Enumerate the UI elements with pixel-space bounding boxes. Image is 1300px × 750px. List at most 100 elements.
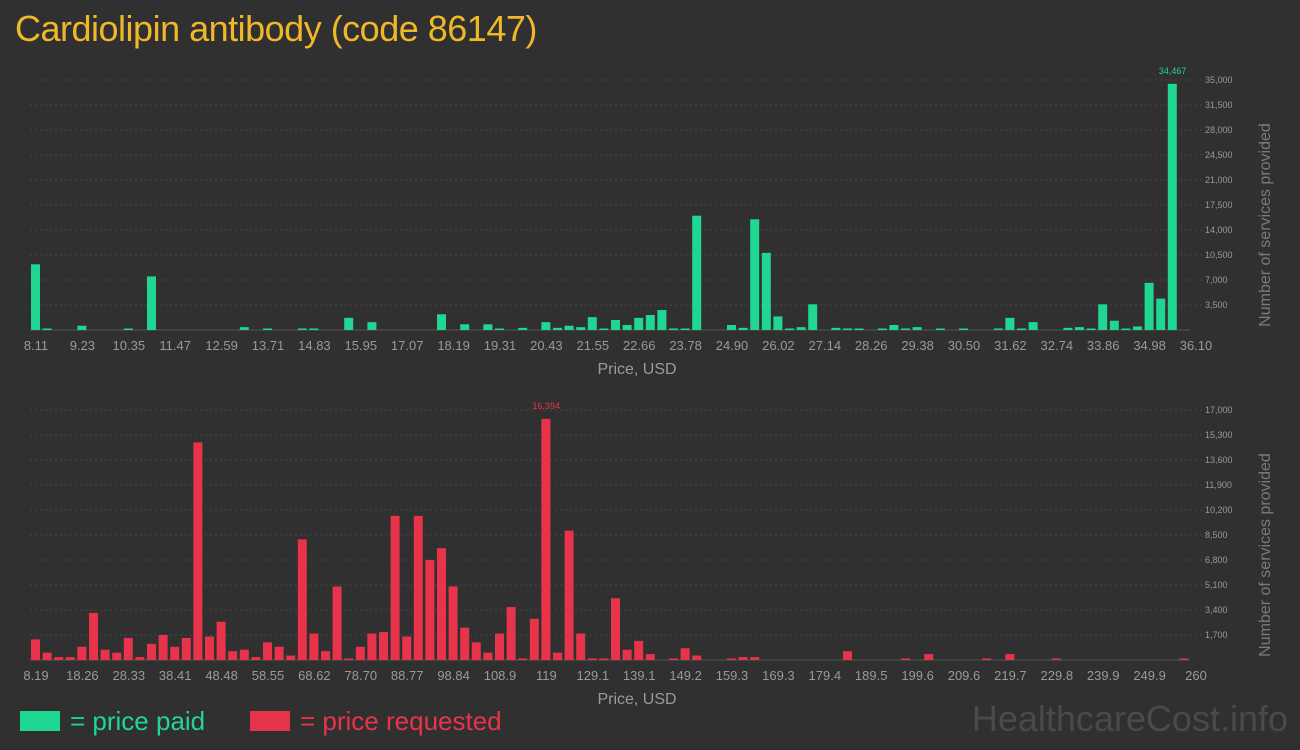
bar: [877, 328, 887, 330]
x-tick-label: 11.47: [159, 338, 191, 353]
x-tick-label: 15.95: [345, 338, 378, 353]
bar: [31, 639, 40, 660]
bar: [634, 640, 644, 660]
x-tick-label: 27.14: [809, 338, 842, 353]
bar: [89, 612, 98, 660]
bar: [181, 637, 191, 660]
bar: [355, 646, 365, 660]
bar: [437, 314, 446, 330]
bar: [843, 651, 852, 660]
y-tick-label: 31,500: [1205, 100, 1233, 110]
legend-requested-swatch: [250, 711, 290, 731]
x-tick-label: 199.6: [901, 668, 934, 683]
legend-paid-label: = price paid: [70, 705, 206, 736]
watermark: HealthcareCost.info: [971, 698, 1288, 739]
bar: [935, 328, 945, 330]
bar: [1028, 322, 1038, 330]
bar: [170, 646, 180, 660]
bar: [553, 327, 562, 330]
bar: [727, 325, 736, 330]
bar: [251, 657, 261, 660]
bar: [692, 215, 702, 330]
bar: [123, 637, 133, 660]
y-tick-label: 17,500: [1205, 200, 1233, 210]
x-tick-label: 68.62: [298, 668, 331, 683]
x-tick-label: 38.41: [159, 668, 192, 683]
bar: [669, 658, 678, 660]
bar: [483, 652, 493, 660]
x-tick-label: 88.77: [391, 668, 424, 683]
x-tick-label: 19.31: [484, 338, 517, 353]
x-tick-label: 78.70: [345, 668, 378, 683]
bar: [680, 648, 690, 660]
bar: [889, 325, 899, 330]
bar: [1109, 320, 1119, 330]
bar: [77, 325, 87, 330]
y-axis-title: Number of services provided: [1257, 453, 1274, 657]
bar: [1005, 654, 1015, 660]
bar: [112, 652, 122, 660]
bar: [460, 627, 470, 660]
bar: [390, 515, 400, 660]
bar: [773, 316, 783, 330]
x-tick-label: 219.7: [994, 668, 1027, 683]
bar: [982, 658, 992, 660]
bar: [761, 252, 771, 330]
bar: [924, 654, 934, 660]
bar: [100, 649, 110, 660]
x-tick-label: 10.35: [113, 338, 146, 353]
bar: [123, 328, 133, 330]
max-value-label: 34,467: [1159, 66, 1187, 76]
bar: [54, 657, 64, 660]
y-tick-label: 28,000: [1205, 125, 1233, 135]
bar: [1179, 658, 1189, 660]
bar: [564, 530, 574, 660]
bar: [1144, 282, 1154, 330]
x-tick-label: 31.62: [994, 338, 1027, 353]
x-tick-label: 36.10: [1180, 338, 1213, 353]
bar: [692, 655, 702, 660]
x-tick-label: 229.8: [1041, 668, 1074, 683]
bar: [263, 642, 272, 660]
y-tick-label: 35,000: [1205, 75, 1233, 85]
bar: [437, 548, 446, 660]
bar: [785, 328, 794, 330]
bar: [1075, 327, 1084, 330]
bar: [1156, 298, 1166, 330]
y-tick-label: 3,500: [1205, 300, 1228, 310]
bar: [332, 586, 342, 660]
y-tick-label: 15,300: [1205, 430, 1233, 440]
bar: [587, 658, 597, 660]
x-tick-label: 26.02: [762, 338, 795, 353]
bar: [599, 328, 609, 330]
bar: [564, 325, 574, 330]
bar: [483, 324, 493, 330]
bar: [796, 327, 806, 330]
bar: [831, 327, 841, 330]
bar: [1051, 658, 1061, 660]
bar: [576, 327, 586, 330]
y-tick-label: 7,000: [1205, 275, 1228, 285]
bar: [634, 317, 644, 330]
x-tick-label: 179.4: [809, 668, 842, 683]
bar: [587, 317, 597, 330]
x-tick-label: 48.48: [205, 668, 238, 683]
bar: [611, 598, 620, 660]
bar: [367, 322, 377, 330]
bar: [622, 325, 632, 330]
bar: [297, 539, 307, 660]
y-tick-label: 6,800: [1205, 555, 1228, 565]
x-tick-label: 9.23: [70, 338, 95, 353]
bar: [413, 515, 423, 660]
bar: [147, 643, 156, 660]
bar: [808, 304, 818, 330]
legend-requested-label: = price requested: [300, 705, 502, 736]
y-tick-label: 17,000: [1205, 405, 1233, 415]
bar: [495, 633, 504, 660]
x-tick-label: 33.86: [1087, 338, 1120, 353]
bar: [309, 328, 319, 330]
x-tick-label: 22.66: [623, 338, 656, 353]
bar: [274, 646, 284, 660]
bar: [321, 651, 330, 660]
